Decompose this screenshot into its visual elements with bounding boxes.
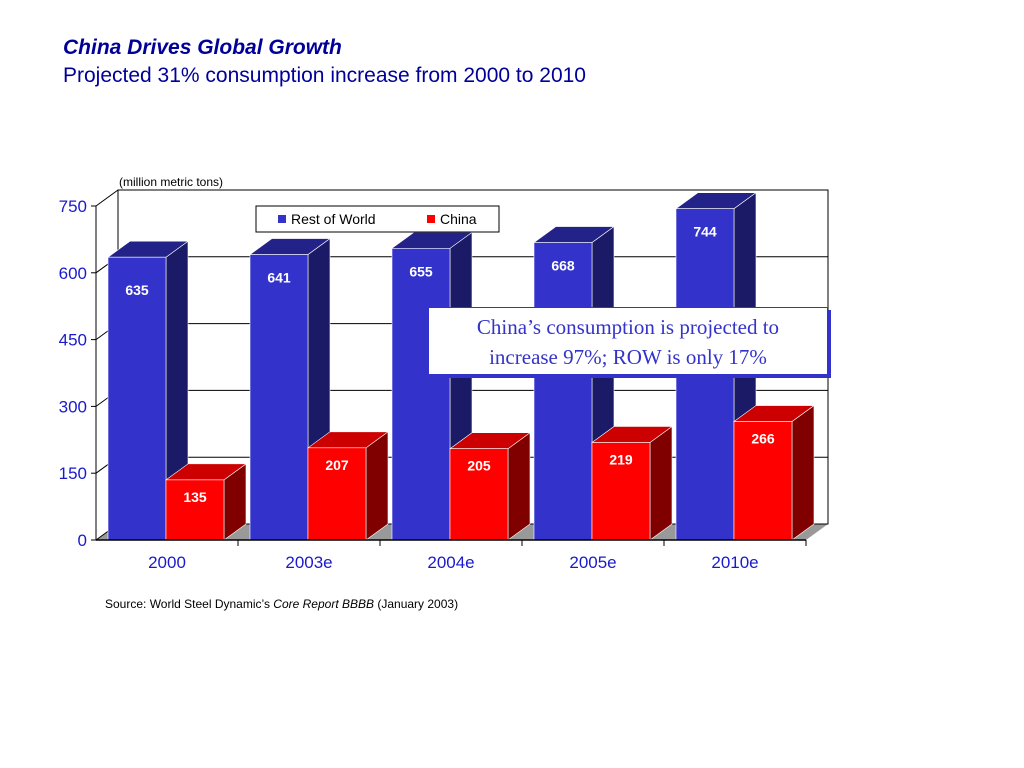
y-tick-label: 450 [59, 331, 87, 350]
x-tick-label: 2010e [711, 553, 758, 572]
bar-row [249, 254, 309, 541]
legend-label-china: China [440, 211, 477, 227]
bar-china-value-label: 205 [467, 458, 491, 474]
y-tick-label: 300 [59, 397, 87, 416]
bar-china-side [507, 432, 531, 541]
legend-label-rest-of-world: Rest of World [291, 211, 376, 227]
bar-china-side [791, 404, 815, 541]
gridline-depth [95, 189, 119, 207]
bar-china-value-label: 219 [609, 451, 633, 467]
source-report: Core Report BBBB [273, 597, 375, 611]
legend-swatch-china [427, 215, 435, 223]
bar-china [449, 448, 509, 541]
callout-line-2: increase 97%; ROW is only 17% [489, 345, 767, 369]
bar-china [307, 447, 367, 541]
bar-china-value-label: 266 [751, 431, 775, 447]
bar-china-value-label: 135 [183, 489, 207, 505]
chart-subtitle: Projected 31% consumption increase from … [63, 64, 586, 87]
source-note: Source: World Steel Dynamic’s Core Repor… [105, 597, 458, 611]
y-tick-label: 0 [78, 531, 87, 550]
x-tick-label: 2005e [569, 553, 616, 572]
y-tick-label: 150 [59, 464, 87, 483]
bar-china [165, 479, 225, 541]
source-suffix: (January 2003) [374, 597, 459, 611]
legend-box [255, 205, 500, 233]
y-unit-label: (million metric tons) [119, 175, 223, 189]
bar-row [107, 256, 167, 541]
bar-row-value-label: 641 [267, 270, 291, 286]
bar-china-side [365, 431, 389, 541]
callout-box: China’s consumption is projected to incr… [428, 307, 828, 375]
legend-swatch-rest-of-world [278, 215, 286, 223]
bar-china-value-label: 207 [325, 457, 349, 473]
bar-row [533, 242, 593, 541]
bar-china [733, 421, 793, 541]
bar-row [391, 248, 451, 541]
source-prefix: Source: World Steel Dynamic’s [105, 597, 274, 611]
bar-china-side [649, 425, 673, 541]
chart-title: China Drives Global Growth [63, 36, 342, 59]
x-tick-label: 2003e [285, 553, 332, 572]
bar-row-value-label: 635 [125, 282, 149, 298]
y-tick-label: 600 [59, 264, 87, 283]
bar-china [591, 442, 651, 541]
x-tick-label: 2000 [148, 553, 186, 572]
bar-row-value-label: 668 [551, 258, 575, 274]
callout-line-1: China’s consumption is projected to [476, 315, 780, 339]
bar-row-value-label: 655 [409, 263, 433, 279]
x-tick-label: 2004e [427, 553, 474, 572]
y-tick-label: 750 [59, 197, 87, 216]
bar-row-value-label: 744 [693, 224, 717, 240]
